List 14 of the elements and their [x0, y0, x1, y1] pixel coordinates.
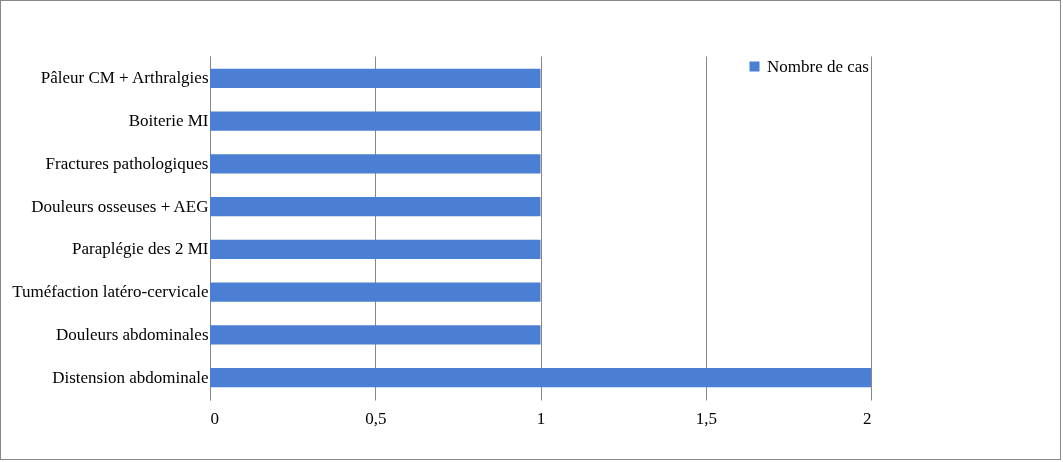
y-tick-label: Fractures pathologiques — [45, 153, 209, 173]
y-tick-label: Douleurs abdominales — [56, 324, 209, 344]
x-tick-label: 1,5 — [695, 408, 717, 428]
y-tick-label: Pâleur CM + Arthralgies — [40, 68, 209, 88]
x-tick-label: 0,5 — [365, 408, 387, 428]
y-tick-label: Paraplégie des 2 MI — [72, 239, 209, 259]
x-tick-label: 0 — [210, 408, 219, 428]
y-tick-label: Distension abdominale — [52, 367, 209, 387]
legend-label: Nombre de cas — [767, 56, 869, 76]
y-tick-label: Boiterie MI — [128, 111, 209, 131]
y-tick-label: Tuméfaction latéro-cervicale — [12, 282, 209, 302]
x-tick-label: 1 — [536, 408, 546, 428]
y-tick-label: Douleurs osseuses + AEG — [31, 196, 209, 216]
x-tick-label: 2 — [863, 408, 872, 428]
